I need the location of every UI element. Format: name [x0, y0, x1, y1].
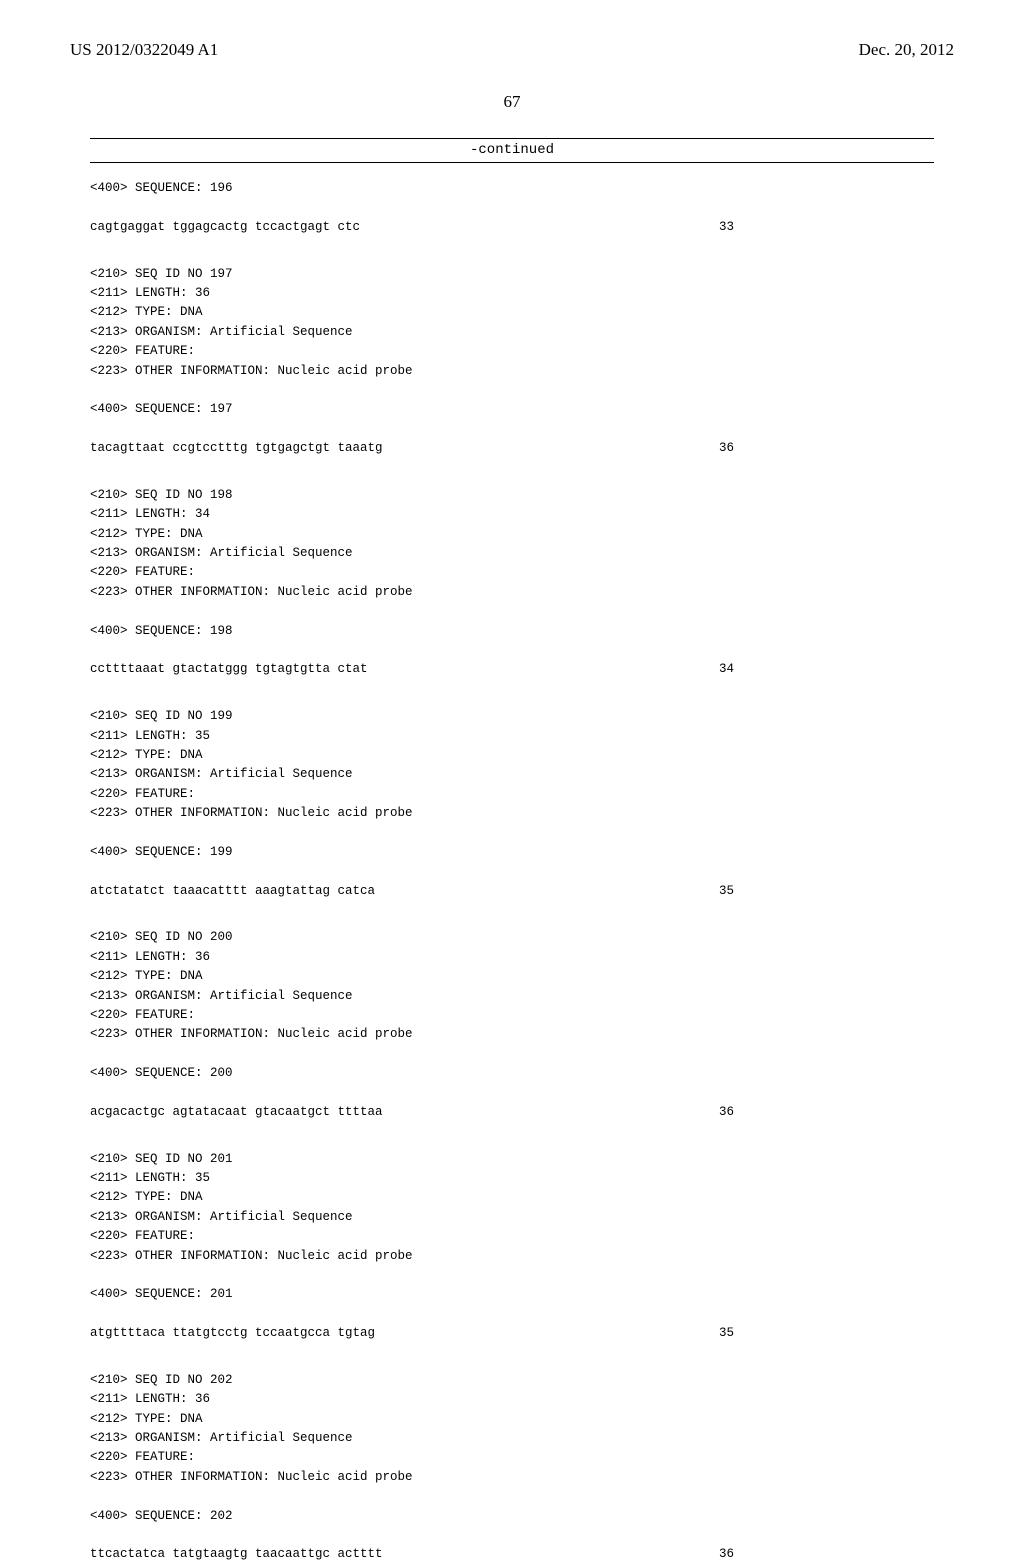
- listing-line: <210> SEQ ID NO 198: [90, 486, 934, 505]
- listing-line: <223> OTHER INFORMATION: Nucleic acid pr…: [90, 804, 934, 823]
- listing-line: <211> LENGTH: 36: [90, 1390, 934, 1409]
- listing-line: [90, 1045, 934, 1064]
- publication-number: US 2012/0322049 A1: [70, 40, 218, 60]
- continued-block: -continued: [90, 138, 934, 163]
- entry-gap: [90, 901, 934, 929]
- listing-line: [90, 641, 934, 660]
- sequence-text: atgttttaca ttatgtcctg tccaatgcca tgtag: [90, 1324, 375, 1343]
- listing-line: <223> OTHER INFORMATION: Nucleic acid pr…: [90, 1468, 934, 1487]
- sequence-length: 36: [719, 1545, 934, 1564]
- publication-date: Dec. 20, 2012: [859, 40, 954, 60]
- entry-gap: [90, 1122, 934, 1150]
- patent-page: US 2012/0322049 A1 Dec. 20, 2012 67 -con…: [0, 0, 1024, 1320]
- sequence-length: 33: [719, 218, 934, 237]
- listing-line: <220> FEATURE:: [90, 1227, 934, 1246]
- entry-gap: [90, 680, 934, 708]
- listing-line: <223> OTHER INFORMATION: Nucleic acid pr…: [90, 1025, 934, 1044]
- listing-line: <220> FEATURE:: [90, 342, 934, 361]
- sequence-length: 36: [719, 439, 934, 458]
- listing-line: <400> SEQUENCE: 201: [90, 1285, 934, 1304]
- sequence-line: tacagttaat ccgtcctttg tgtgagctgt taaatg 3…: [90, 439, 934, 458]
- listing-line: [90, 1487, 934, 1506]
- listing-line: <223> OTHER INFORMATION: Nucleic acid pr…: [90, 362, 934, 381]
- listing-line: <212> TYPE: DNA: [90, 967, 934, 986]
- listing-line: <210> SEQ ID NO 202: [90, 1371, 934, 1390]
- page-header: US 2012/0322049 A1 Dec. 20, 2012: [70, 40, 954, 60]
- listing-line: [90, 862, 934, 881]
- listing-line: <211> LENGTH: 35: [90, 1169, 934, 1188]
- sequence-line: ccttttaaat gtactatggg tgtagtgtta ctat 34: [90, 660, 934, 679]
- listing-line: <400> SEQUENCE: 196: [90, 179, 934, 198]
- listing-line: <213> ORGANISM: Artificial Sequence: [90, 765, 934, 784]
- listing-line: <211> LENGTH: 35: [90, 727, 934, 746]
- listing-line: <220> FEATURE:: [90, 1448, 934, 1467]
- listing-line: <210> SEQ ID NO 200: [90, 928, 934, 947]
- sequence-line: atgttttaca ttatgtcctg tccaatgcca tgtag 35: [90, 1324, 934, 1343]
- listing-line: <220> FEATURE:: [90, 785, 934, 804]
- listing-line: [90, 823, 934, 842]
- listing-line: [90, 1305, 934, 1324]
- listing-line: <211> LENGTH: 36: [90, 284, 934, 303]
- listing-line: [90, 381, 934, 400]
- listing-line: <223> OTHER INFORMATION: Nucleic acid pr…: [90, 583, 934, 602]
- listing-line: <400> SEQUENCE: 199: [90, 843, 934, 862]
- listing-line: <212> TYPE: DNA: [90, 746, 934, 765]
- listing-line: <212> TYPE: DNA: [90, 303, 934, 322]
- rule-bottom: [90, 162, 934, 163]
- listing-line: <210> SEQ ID NO 201: [90, 1150, 934, 1169]
- continued-label: -continued: [90, 142, 934, 162]
- listing-line: <400> SEQUENCE: 202: [90, 1507, 934, 1526]
- sequence-text: ccttttaaat gtactatggg tgtagtgtta ctat: [90, 660, 368, 679]
- listing-line: [90, 198, 934, 217]
- listing-line: <220> FEATURE:: [90, 1006, 934, 1025]
- sequence-line: ttcactatca tatgtaagtg taacaattgc actttt 3…: [90, 1545, 934, 1564]
- listing-line: [90, 1083, 934, 1102]
- listing-line: <213> ORGANISM: Artificial Sequence: [90, 1429, 934, 1448]
- sequence-line: cagtgaggat tggagcactg tccactgagt ctc 33: [90, 218, 934, 237]
- rule-top: [90, 138, 934, 139]
- listing-line: <212> TYPE: DNA: [90, 1188, 934, 1207]
- sequence-length: 35: [719, 882, 934, 901]
- listing-line: <213> ORGANISM: Artificial Sequence: [90, 323, 934, 342]
- sequence-text: ttcactatca tatgtaagtg taacaattgc actttt: [90, 1545, 383, 1564]
- listing-line: [90, 1526, 934, 1545]
- listing-line: <400> SEQUENCE: 198: [90, 622, 934, 641]
- entry-gap: [90, 458, 934, 486]
- listing-line: <211> LENGTH: 34: [90, 505, 934, 524]
- listing-line: <223> OTHER INFORMATION: Nucleic acid pr…: [90, 1247, 934, 1266]
- listing-line: <212> TYPE: DNA: [90, 1410, 934, 1429]
- listing-line: <400> SEQUENCE: 200: [90, 1064, 934, 1083]
- entry-gap: [90, 1343, 934, 1371]
- entry-gap: [90, 237, 934, 265]
- sequence-line: acgacactgc agtatacaat gtacaatgct ttttaa 3…: [90, 1103, 934, 1122]
- listing-line: <213> ORGANISM: Artificial Sequence: [90, 987, 934, 1006]
- sequence-length: 35: [719, 1324, 934, 1343]
- listing-line: <213> ORGANISM: Artificial Sequence: [90, 1208, 934, 1227]
- sequence-text: tacagttaat ccgtcctttg tgtgagctgt taaatg: [90, 439, 383, 458]
- listing-line: [90, 420, 934, 439]
- sequence-length: 34: [719, 660, 934, 679]
- page-number: 67: [70, 92, 954, 112]
- listing-line: <213> ORGANISM: Artificial Sequence: [90, 544, 934, 563]
- sequence-text: atctatatct taaacatttt aaagtattag catca: [90, 882, 375, 901]
- listing-line: <400> SEQUENCE: 197: [90, 400, 934, 419]
- listing-line: <211> LENGTH: 36: [90, 948, 934, 967]
- listing-line: [90, 1266, 934, 1285]
- sequence-text: acgacactgc agtatacaat gtacaatgct ttttaa: [90, 1103, 383, 1122]
- listing-line: <210> SEQ ID NO 199: [90, 707, 934, 726]
- sequence-text: cagtgaggat tggagcactg tccactgagt ctc: [90, 218, 360, 237]
- listing-line: [90, 602, 934, 621]
- sequence-line: atctatatct taaacatttt aaagtattag catca 35: [90, 882, 934, 901]
- sequence-listing: <400> SEQUENCE: 196 cagtgaggat tggagcact…: [90, 179, 934, 1565]
- listing-line: <212> TYPE: DNA: [90, 525, 934, 544]
- sequence-length: 36: [719, 1103, 934, 1122]
- listing-line: <220> FEATURE:: [90, 563, 934, 582]
- listing-line: <210> SEQ ID NO 197: [90, 265, 934, 284]
